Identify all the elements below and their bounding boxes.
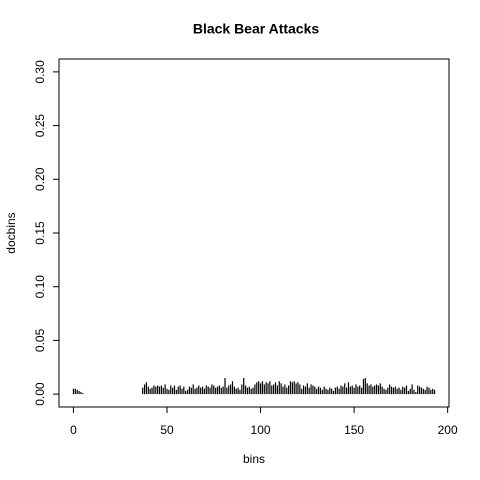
plot-box xyxy=(58,58,450,408)
x-axis-label: bins xyxy=(243,452,265,466)
y-tick-label: 0.10 xyxy=(33,275,47,299)
x-tick-label: 50 xyxy=(160,423,174,437)
x-tick-label: 100 xyxy=(251,423,271,437)
y-tick-label: 0.30 xyxy=(33,60,47,84)
chart-title: Black Bear Attacks xyxy=(193,21,320,37)
y-tick-label: 0.20 xyxy=(33,167,47,191)
x-tick-label: 0 xyxy=(70,423,77,437)
y-tick-label: 0.05 xyxy=(33,328,47,352)
y-tick-label: 0.00 xyxy=(33,382,47,406)
y-axis-label: docbins xyxy=(4,212,18,253)
y-tick-label: 0.25 xyxy=(33,114,47,138)
x-tick-label: 200 xyxy=(438,423,458,437)
y-tick-label: 0.15 xyxy=(33,221,47,245)
x-tick-label: 150 xyxy=(344,423,364,437)
